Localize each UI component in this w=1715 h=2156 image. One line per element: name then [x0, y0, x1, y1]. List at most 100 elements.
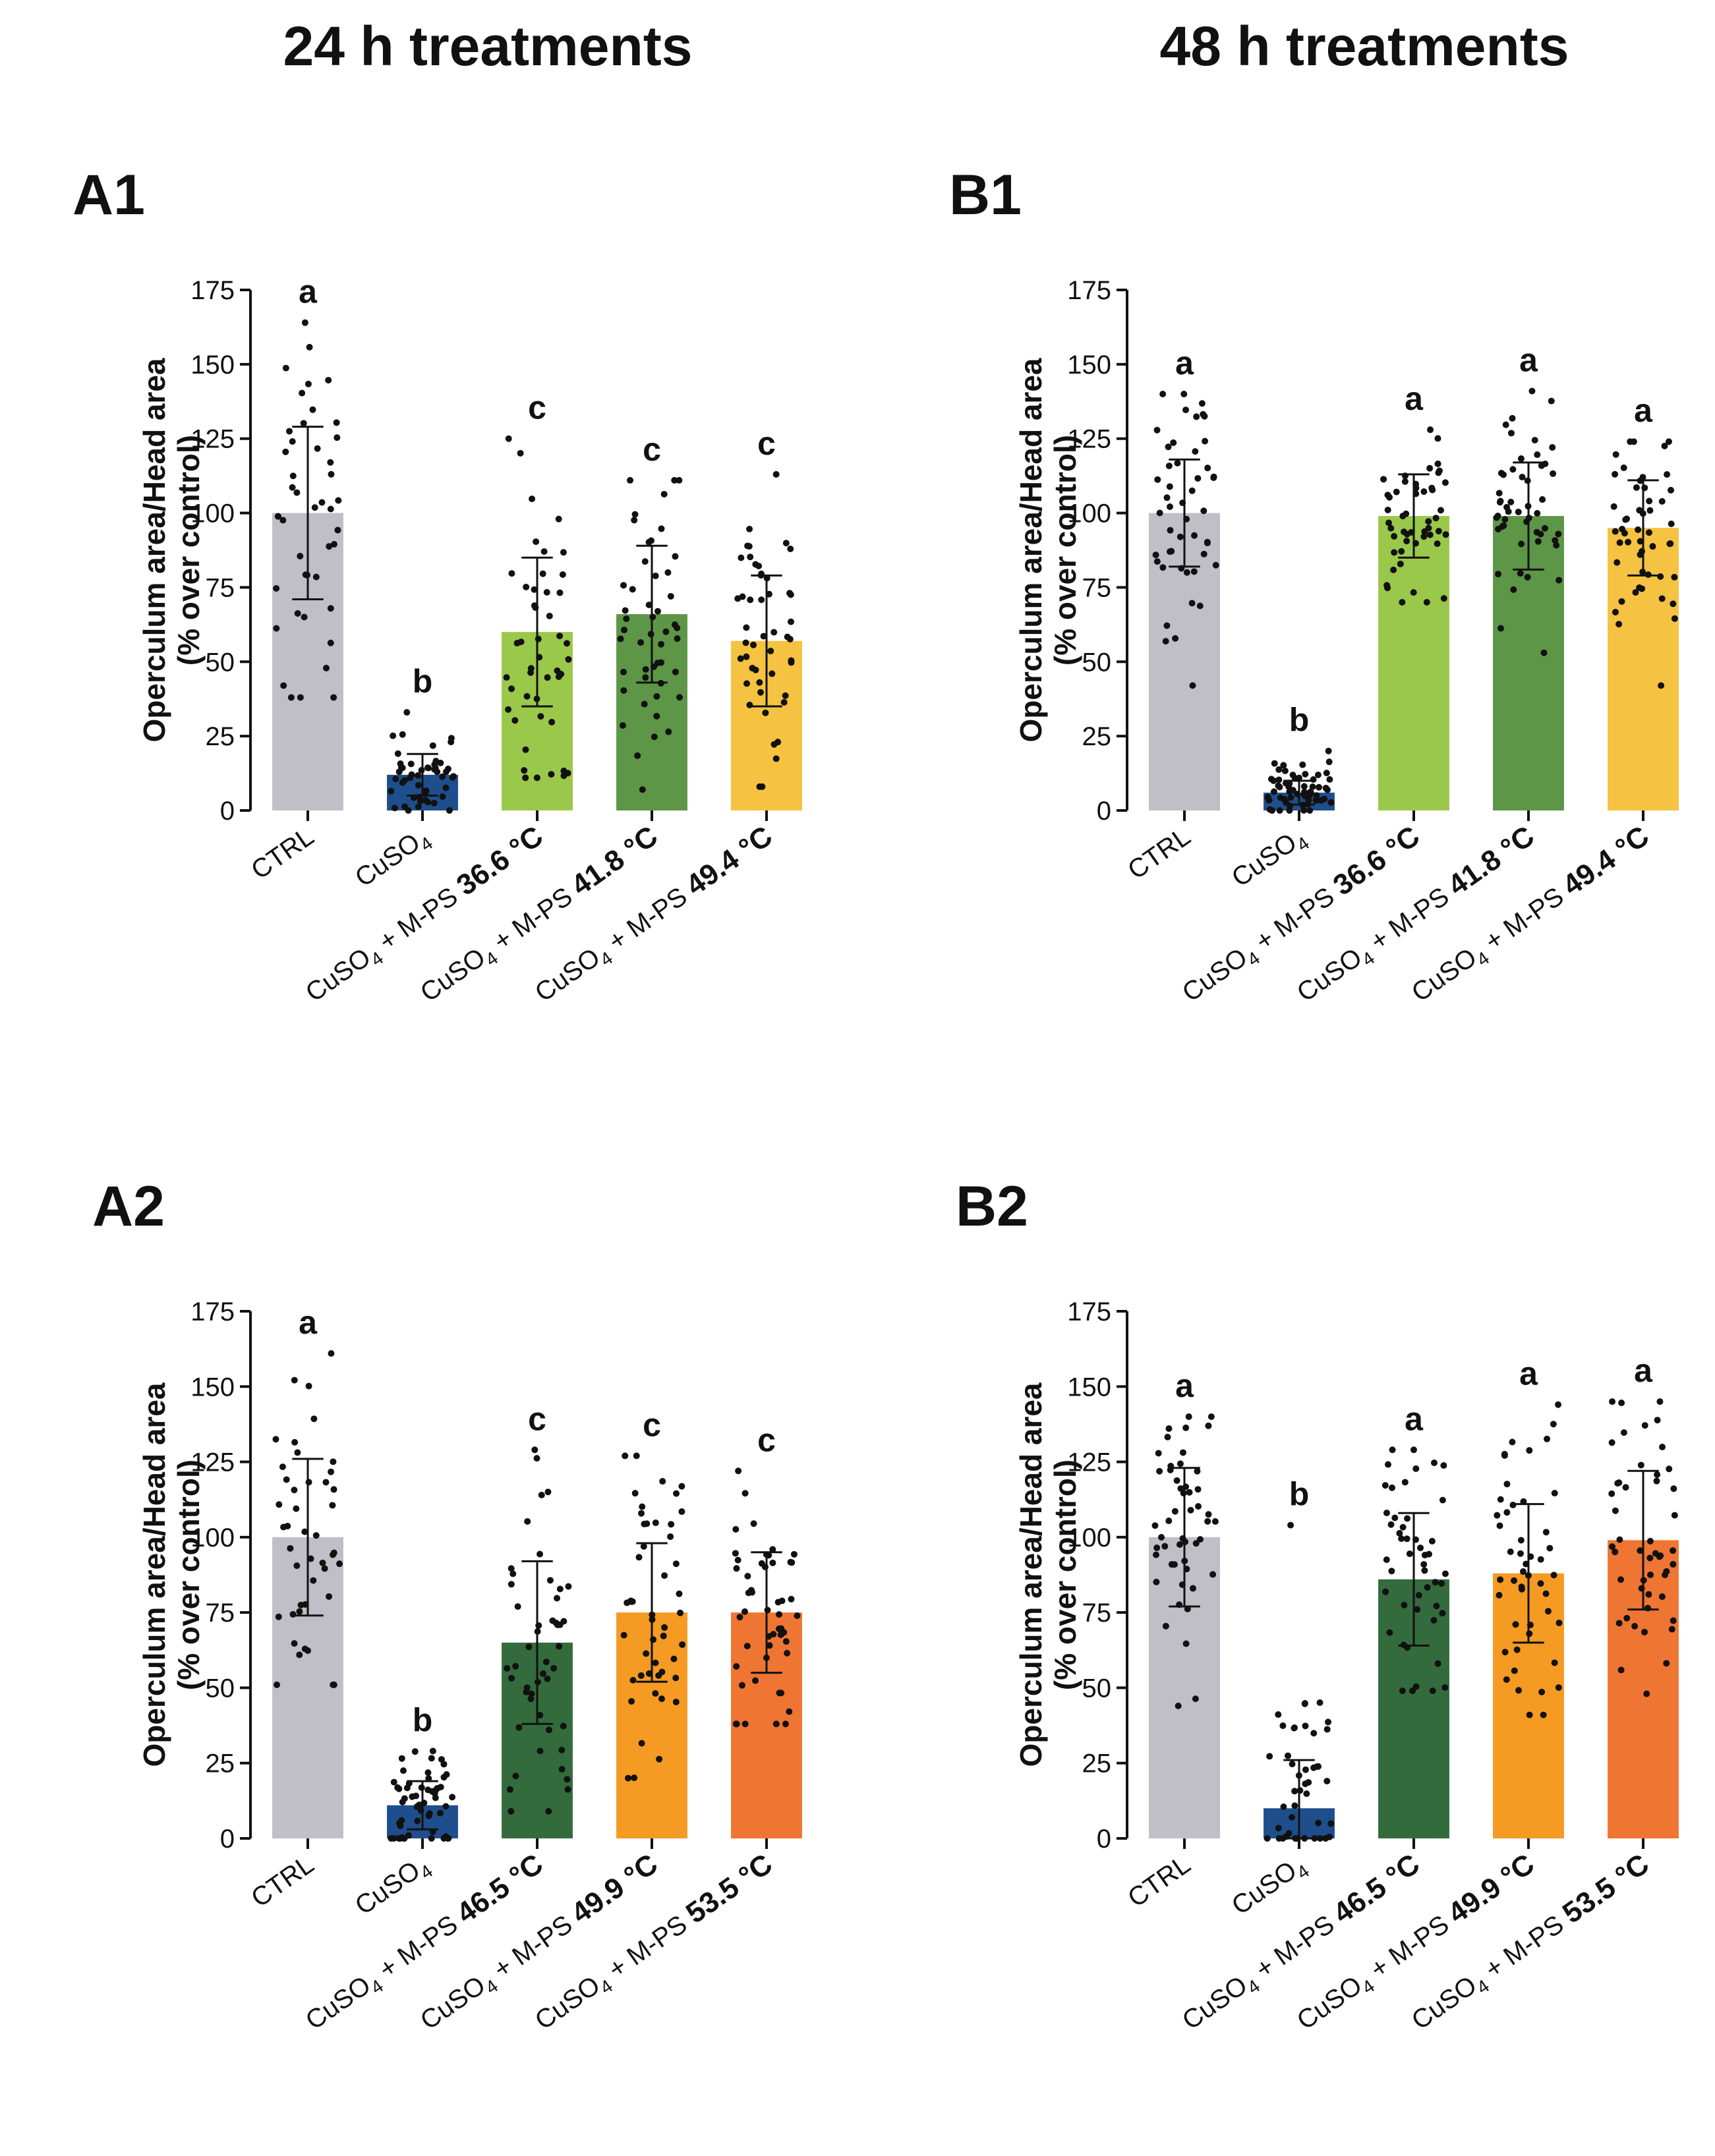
data-point	[1188, 600, 1196, 607]
data-point	[1528, 387, 1536, 395]
panel-label: A1	[73, 163, 145, 227]
data-point	[413, 1803, 421, 1810]
data-point	[330, 541, 337, 548]
data-point	[1166, 483, 1173, 490]
data-point	[1398, 1535, 1405, 1543]
data-point	[1507, 498, 1515, 505]
data-point	[1612, 1548, 1619, 1556]
category-prefix: CTRL	[1122, 822, 1196, 885]
data-point	[1623, 1614, 1631, 1622]
data-point	[282, 448, 289, 455]
data-point	[449, 1794, 456, 1801]
data-point	[1501, 1450, 1508, 1458]
data-point	[1326, 776, 1333, 783]
data-point	[677, 1609, 684, 1616]
data-point	[442, 1803, 450, 1810]
data-point	[652, 1689, 659, 1697]
category-temperature: 49.9 °C	[1442, 1848, 1540, 1930]
data-point	[1497, 1496, 1504, 1503]
data-point	[635, 1554, 643, 1561]
data-point	[1534, 451, 1541, 459]
data-point	[1313, 792, 1320, 799]
data-point	[1534, 538, 1542, 545]
data-point	[407, 760, 415, 768]
data-point	[637, 1672, 645, 1679]
data-point	[508, 1674, 515, 1682]
y-tick-label: 125	[190, 425, 235, 454]
data-point	[1494, 513, 1501, 520]
data-point	[394, 750, 401, 757]
data-point	[556, 1585, 564, 1593]
data-point	[1615, 621, 1623, 628]
data-point	[652, 573, 659, 580]
data-point	[651, 733, 658, 741]
data-point	[1291, 1788, 1298, 1795]
category-temperature: 46.5 °C	[451, 1848, 549, 1930]
data-point	[790, 1550, 798, 1558]
data-point	[667, 1533, 674, 1541]
data-point	[1167, 526, 1174, 534]
data-point	[653, 712, 660, 720]
data-point	[1275, 776, 1283, 783]
data-point	[1211, 1518, 1219, 1525]
data-point	[301, 613, 308, 621]
data-point	[544, 1675, 551, 1682]
data-point	[409, 1793, 416, 1800]
data-point	[289, 1610, 297, 1618]
data-point	[656, 1755, 663, 1763]
data-point	[1659, 1443, 1666, 1450]
data-point	[1507, 1548, 1514, 1556]
data-point	[1544, 1435, 1551, 1442]
data-point	[645, 538, 653, 546]
data-point	[1289, 1813, 1296, 1821]
data-point	[676, 694, 683, 701]
data-point	[1637, 1461, 1644, 1469]
data-point	[658, 1695, 665, 1703]
data-point	[310, 1577, 317, 1584]
data-point	[1300, 807, 1308, 814]
data-point	[448, 735, 455, 742]
y-tick-label: 150	[190, 351, 235, 380]
data-point	[1511, 1667, 1518, 1674]
category-prefix: CTRL	[1122, 1850, 1196, 1913]
y-tick-label: 100	[190, 499, 235, 528]
data-point	[1439, 1610, 1446, 1617]
data-point	[328, 1350, 335, 1357]
data-point	[1406, 1550, 1413, 1558]
data-point	[1625, 538, 1632, 546]
significance-letter: a	[1519, 341, 1538, 378]
data-point	[750, 641, 757, 648]
data-point	[318, 499, 326, 506]
data-point	[398, 1755, 405, 1762]
data-point	[1631, 1622, 1639, 1630]
data-point	[1410, 589, 1417, 596]
data-point	[1423, 599, 1430, 606]
data-point	[1310, 1730, 1318, 1737]
data-point	[772, 755, 780, 762]
data-point	[440, 1761, 448, 1768]
data-point	[1517, 1537, 1525, 1544]
data-point	[506, 1786, 513, 1793]
data-point	[1387, 525, 1395, 532]
data-point	[638, 1740, 645, 1747]
data-point	[554, 1595, 561, 1602]
data-point	[291, 1487, 298, 1494]
data-point	[1202, 438, 1209, 445]
column-title-24h: 24 h treatments	[283, 15, 693, 77]
data-point	[678, 1508, 685, 1516]
data-point	[291, 1376, 298, 1384]
data-point	[294, 1449, 301, 1456]
data-point	[1641, 1628, 1648, 1635]
data-point	[641, 558, 649, 565]
data-point	[744, 542, 751, 550]
data-point	[403, 1784, 411, 1792]
data-point	[1646, 497, 1653, 505]
data-point	[437, 759, 444, 766]
data-point	[661, 1572, 668, 1579]
data-point	[1441, 1684, 1449, 1691]
data-point	[788, 1595, 795, 1603]
panel-label: B2	[956, 1175, 1028, 1238]
data-point	[1551, 1659, 1558, 1666]
data-point	[1435, 469, 1442, 476]
data-point	[1497, 1576, 1504, 1583]
